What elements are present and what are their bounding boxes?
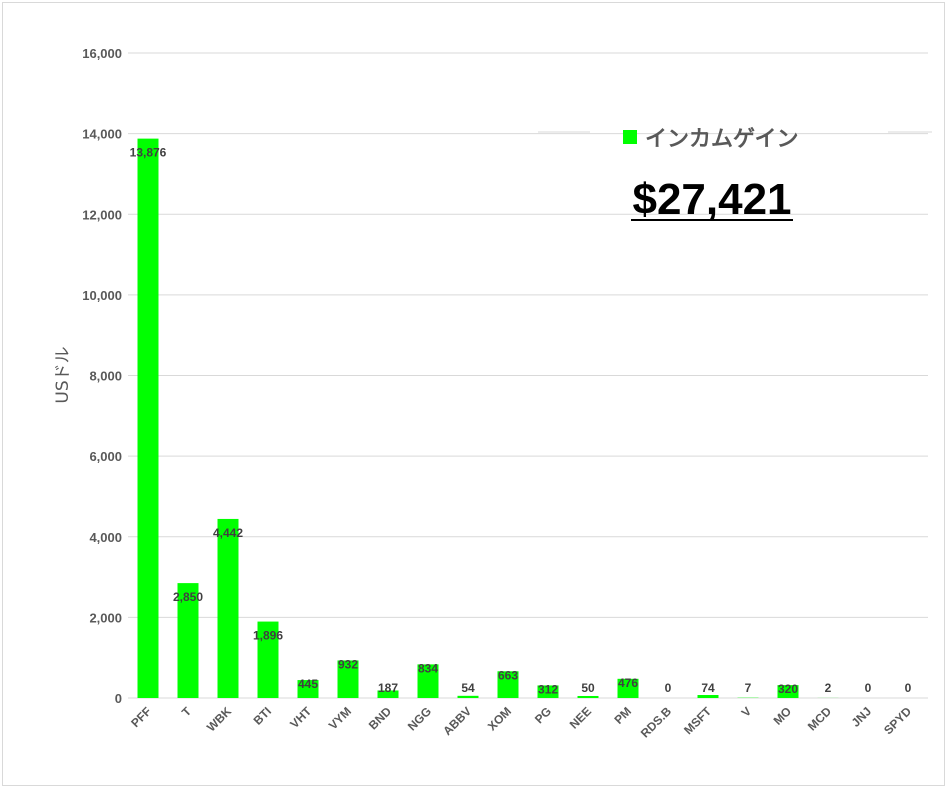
y-tick-label: 14,000	[82, 127, 122, 142]
bar	[217, 518, 239, 698]
x-tick-label: SPYD	[881, 704, 914, 737]
x-tick-label: XOM	[485, 704, 514, 733]
total-amount: $27,421	[632, 175, 791, 224]
data-label: 2	[825, 681, 832, 695]
data-label: 1,896	[253, 629, 283, 643]
bar	[417, 664, 439, 698]
bar	[337, 660, 359, 698]
bar	[457, 695, 479, 698]
x-tick-label: PG	[532, 704, 554, 726]
data-labels: 13,876 2,850 4,442 1,896 445 932 187 834 54 663 31…	[130, 146, 912, 697]
x-tick-label: RDS.B	[638, 704, 675, 741]
data-label: 7	[745, 681, 752, 695]
data-label: 0	[905, 681, 912, 695]
data-label: 445	[298, 677, 318, 691]
x-tick-label: BTI	[251, 704, 275, 728]
bar	[297, 680, 319, 698]
x-tick-label: PFF	[128, 704, 154, 730]
x-tick-label: PM	[611, 704, 634, 727]
data-label: 50	[581, 681, 595, 695]
bar	[777, 685, 799, 698]
x-tick-label: NGG	[405, 704, 434, 733]
bars	[137, 138, 839, 698]
data-label: 4,442	[213, 526, 243, 540]
bar	[377, 690, 399, 698]
y-tick-label: 8,000	[89, 369, 122, 384]
bar	[497, 671, 519, 698]
data-label: 2,850	[173, 590, 203, 604]
bar	[537, 685, 559, 698]
legend-swatch	[623, 130, 637, 144]
bar	[697, 695, 719, 698]
y-tick-label: 16,000	[82, 46, 122, 61]
data-label: 476	[618, 676, 638, 690]
y-tick-label: 6,000	[89, 449, 122, 464]
gridlines	[128, 52, 928, 699]
x-tick-label: MSFT	[681, 704, 714, 737]
x-tick-label: V	[739, 704, 755, 720]
data-label: 0	[665, 681, 672, 695]
x-tick-label: NEE	[567, 704, 594, 731]
bar	[177, 583, 199, 698]
data-label: 187	[378, 681, 398, 695]
y-axis-title: USドル	[53, 346, 73, 403]
legend: インカムゲイン	[538, 127, 932, 152]
x-tick-label: MO	[771, 704, 795, 728]
y-tick-label: 12,000	[82, 207, 122, 222]
y-tick-label: 10,000	[82, 288, 122, 303]
data-label: 834	[418, 661, 438, 675]
data-label: 932	[338, 657, 358, 671]
legend-label: インカムゲイン	[645, 127, 799, 152]
x-tick-label: JNJ	[849, 704, 874, 729]
y-tick-label: 2,000	[89, 610, 122, 625]
data-label: 13,876	[130, 146, 167, 160]
x-tick-label: VYM	[326, 704, 354, 732]
x-axis-ticks: PFF T WBK BTI VHT VYM BND NGG ABBV XOM PG NEE PM RDS.…	[128, 704, 914, 741]
data-label: 312	[538, 682, 558, 696]
data-label: 0	[865, 681, 872, 695]
bar	[617, 678, 639, 698]
y-tick-label: 4,000	[89, 530, 122, 545]
y-tick-label: 0	[115, 691, 122, 706]
data-label: 663	[498, 668, 518, 682]
x-tick-label: T	[179, 704, 195, 720]
data-label: 54	[461, 681, 475, 695]
x-tick-label: ABBV	[440, 704, 474, 738]
bar	[257, 621, 279, 698]
x-tick-label: BND	[366, 704, 395, 733]
x-tick-label: VHT	[287, 704, 314, 731]
data-label: 74	[701, 681, 715, 695]
bar	[577, 695, 599, 698]
x-tick-label: MCD	[805, 704, 834, 733]
x-tick-label: WBK	[204, 704, 234, 734]
y-axis-ticks: 0 2,000 4,000 6,000 8,000 10,000 12,000 14,000 1…	[82, 46, 122, 706]
data-label: 320	[778, 682, 798, 696]
bar	[137, 138, 159, 698]
